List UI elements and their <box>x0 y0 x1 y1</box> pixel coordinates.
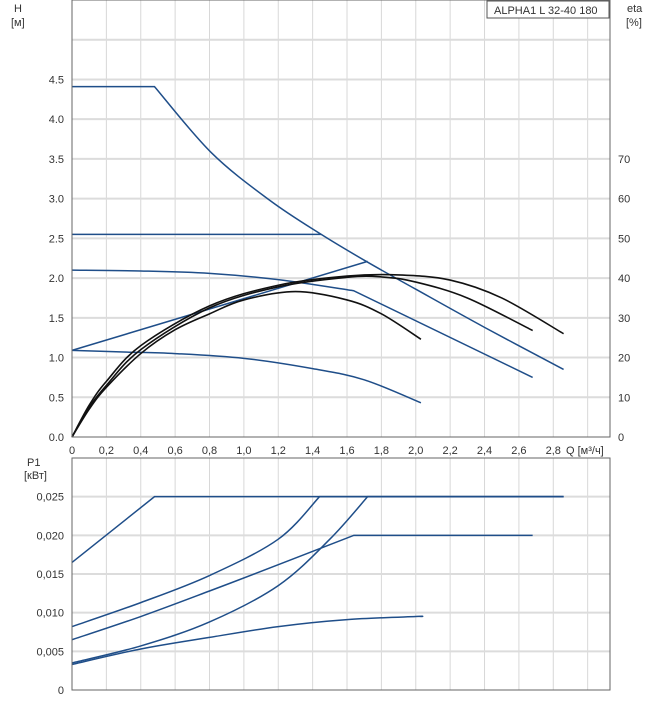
h-tick-label: 4.0 <box>49 114 64 126</box>
p1-tick-label: 0 <box>58 685 64 697</box>
head-curve-h-speed-ii <box>71 269 533 379</box>
power-grid <box>72 458 610 690</box>
eta-curve-eta-3 <box>71 273 564 438</box>
x-tick-label: 0 <box>69 445 75 457</box>
head-plot-frame <box>71 0 611 438</box>
h-tick-label: 3.0 <box>49 194 64 206</box>
x-tick-label: 1,6 <box>339 445 354 457</box>
x-tick-label: 1,2 <box>271 445 286 457</box>
head-curve-h-max <box>72 85 564 371</box>
head-curve-h-speed-i <box>71 349 422 404</box>
power-curve-p1-speed-i <box>71 615 424 666</box>
power-curve-p1-max <box>71 495 564 563</box>
model-title: ALPHA1 L 32-40 180 <box>494 5 598 17</box>
x-tick-label: 0,8 <box>202 445 217 457</box>
power-series <box>71 495 564 666</box>
x-tick-label: 0,6 <box>167 445 182 457</box>
x-tick-label: 2,6 <box>511 445 526 457</box>
x-tick-label: 2,8 <box>546 445 561 457</box>
eta-tick-label: 50 <box>618 233 630 245</box>
power-plot-frame <box>71 457 611 691</box>
eta-tick-label: 10 <box>618 392 630 404</box>
x-tick-label: 2,0 <box>408 445 423 457</box>
h-tick-label: 0.5 <box>49 392 64 404</box>
axis-labels: H [м] eta [%] Q [м³/ч] P1 [кВт] 0 0,2 0,4 0… <box>11 3 643 697</box>
h-tick-label: 1.5 <box>49 313 64 325</box>
h-tick-label: 4.5 <box>49 74 64 86</box>
x-tick-label: 1,0 <box>236 445 251 457</box>
power-curve-p1-speed-ii <box>71 534 533 641</box>
eta-tick-label: 0 <box>618 432 624 444</box>
p1-tick-label: 0,020 <box>36 530 64 542</box>
eta-tick-label: 30 <box>618 313 630 325</box>
p1-tick-label: 0,025 <box>36 492 64 504</box>
h-axis-label: H <box>14 3 22 15</box>
head-grid <box>72 0 610 437</box>
h-tick-label: 0.0 <box>49 432 64 444</box>
p1-tick-label: 0,010 <box>36 608 64 620</box>
eta-tick-label: 40 <box>618 273 630 285</box>
eta-tick-label: 20 <box>618 353 630 365</box>
eta-tick-label: 70 <box>618 154 630 166</box>
h-tick-label: 3.5 <box>49 154 64 166</box>
h-tick-label: 1.0 <box>49 353 64 365</box>
x-tick-label: 2,2 <box>442 445 457 457</box>
eta-axis-label: eta <box>627 3 643 15</box>
p1-axis-unit: [кВт] <box>24 470 47 482</box>
x-tick-label: 0,4 <box>133 445 148 457</box>
x-tick-label: 2,4 <box>477 445 492 457</box>
h-axis-unit: [м] <box>11 17 25 29</box>
eta-tick-label: 60 <box>618 194 630 206</box>
x-tick-label: 1,4 <box>305 445 320 457</box>
model-title-box: ALPHA1 L 32-40 180 <box>486 0 610 19</box>
x-tick-label: 0,2 <box>99 445 114 457</box>
p1-axis-label: P1 <box>27 457 40 469</box>
h-tick-label: 2.0 <box>49 273 64 285</box>
eta-curve-eta-1 <box>71 290 422 438</box>
q-axis-label: Q [м³/ч] <box>566 445 604 457</box>
eta-axis-unit: [%] <box>626 17 642 29</box>
x-tick-label: 1,8 <box>374 445 389 457</box>
head-series <box>71 85 564 438</box>
p1-tick-label: 0,015 <box>36 569 64 581</box>
p1-tick-label: 0,005 <box>36 646 64 658</box>
h-tick-label: 2.5 <box>49 233 64 245</box>
power-curve-p1-constant <box>71 495 564 628</box>
head-curve-h-proportional <box>71 260 368 352</box>
eta-curve-eta-2 <box>71 275 534 438</box>
power-curve-p1-proportional <box>71 495 564 664</box>
